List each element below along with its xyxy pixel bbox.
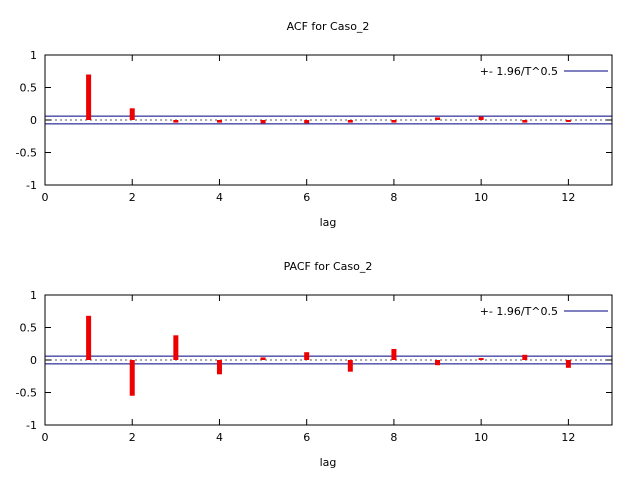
bar-lag-9 — [435, 117, 441, 120]
bar-lag-2 — [129, 108, 135, 120]
x-tick-label: 2 — [129, 191, 136, 204]
y-tick-label: 0.5 — [20, 82, 38, 95]
x-tick-label: 0 — [42, 191, 49, 204]
y-tick-label: -1 — [26, 179, 37, 192]
bar-lag-1 — [86, 315, 92, 360]
x-tick-label: 12 — [561, 191, 575, 204]
bar-lag-1 — [86, 74, 92, 120]
bar-lag-11 — [522, 354, 528, 360]
pacf-panel: PACF for Caso_2 0 2 4 6 8 10 12 -1 -0.5 0 0.5 1 +- … — [16, 260, 613, 469]
plot-border — [44, 294, 613, 426]
y-tick-label: 0 — [30, 354, 37, 367]
plot-border — [44, 54, 613, 186]
x-tick-label: 12 — [561, 431, 575, 444]
pacf-chart-title: PACF for Caso_2 — [284, 260, 373, 273]
x-tick-label: 10 — [474, 191, 488, 204]
bar-lag-9 — [435, 360, 441, 366]
y-tick-label: 0 — [30, 114, 37, 127]
bar-lag-7 — [347, 360, 353, 372]
bar-lag-6 — [304, 120, 310, 124]
acf-chart-title: ACF for Caso_2 — [287, 20, 370, 33]
x-tick-label: 10 — [474, 431, 488, 444]
bar-lag-12 — [565, 120, 571, 122]
pacf-x-axis-label: lag — [320, 456, 337, 469]
x-tick-label: 8 — [390, 191, 397, 204]
y-tick-label: 0.5 — [20, 322, 38, 335]
bar-lag-10 — [478, 358, 484, 360]
y-tick-label: -1 — [26, 419, 37, 432]
pacf-plot-area: 0 2 4 6 8 10 12 -1 -0.5 0 0.5 1 — [16, 289, 613, 444]
pacf-legend-label: +- 1.96/T^0.5 — [480, 305, 558, 318]
bar-lag-2 — [129, 360, 135, 396]
bar-lag-3 — [173, 120, 179, 123]
bar-lag-10 — [478, 116, 484, 120]
bar-lag-4 — [216, 120, 222, 123]
bar-lag-8 — [391, 348, 397, 360]
bar-lag-5 — [260, 357, 266, 360]
bar-lag-4 — [216, 360, 222, 375]
x-tick-label: 0 — [42, 431, 49, 444]
y-tick-label: 1 — [30, 49, 37, 62]
x-tick-label: 6 — [303, 191, 310, 204]
x-tick-label: 4 — [216, 191, 223, 204]
x-tick-label: 8 — [390, 431, 397, 444]
x-tick-label: 2 — [129, 431, 136, 444]
bar-lag-8 — [391, 120, 397, 123]
bar-lag-12 — [565, 360, 571, 368]
acf-panel: ACF for Caso_2 0 2 4 6 8 10 12 -1 -0.5 0 0.5 1 +- 1… — [16, 20, 613, 229]
acf-x-axis-label: lag — [320, 216, 337, 229]
y-tick-label: -0.5 — [16, 147, 37, 160]
x-tick-label: 6 — [303, 431, 310, 444]
acf-legend-label: +- 1.96/T^0.5 — [480, 65, 558, 78]
y-tick-label: -0.5 — [16, 387, 37, 400]
x-tick-label: 4 — [216, 431, 223, 444]
y-tick-label: 1 — [30, 289, 37, 302]
bar-lag-11 — [522, 120, 528, 123]
bar-lag-6 — [304, 352, 310, 360]
acf-plot-area: 0 2 4 6 8 10 12 -1 -0.5 0 0.5 1 — [16, 49, 613, 204]
bar-lag-5 — [260, 120, 266, 124]
bar-lag-3 — [173, 335, 179, 360]
bar-lag-7 — [347, 120, 353, 123]
